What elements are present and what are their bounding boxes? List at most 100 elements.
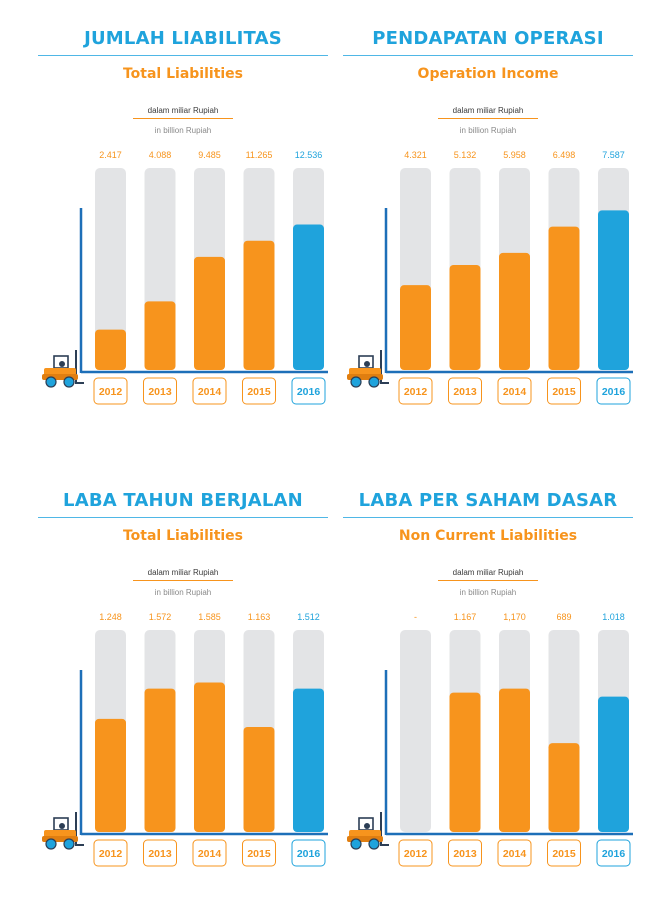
unit-rule [133,580,233,581]
data-label: 689 [556,612,571,622]
unit-label-en: in billion Rupiah [154,126,212,135]
panel-title: JUMLAH LIABILITAS [84,28,282,49]
panel-subtitle: Operation Income [417,66,559,82]
data-label: 5.132 [454,150,477,160]
data-label: 4.088 [149,150,172,160]
year-label: 2016 [297,386,321,398]
unit-label-id: dalam miliar Rupiah [452,568,524,577]
year-label: 2012 [404,848,428,860]
data-label: 1.585 [198,612,221,622]
year-box [242,839,276,867]
data-label: 11.265 [246,150,273,160]
bar [194,682,225,832]
year-label: 2016 [297,848,321,860]
year-label: 2012 [99,386,123,398]
year-box [448,839,482,867]
unit-label-en: in billion Rupiah [459,588,517,597]
forklift-icon [42,350,84,388]
year-label: 2015 [247,386,271,398]
year-box [93,839,128,867]
data-label: 1.167 [454,612,477,622]
unit-rule [133,118,233,119]
year-box [547,839,581,867]
panel-title: LABA TAHUN BERJALAN [63,490,303,511]
bar [598,696,629,832]
year-box [547,377,581,405]
title-rule [38,55,328,56]
year-label: 2014 [198,848,222,860]
year-label: 2014 [503,848,527,860]
bar [499,252,530,370]
panel-laba-per-saham-dasar: LABA PER SAHAM DASAR Non Current Liabili… [343,484,633,904]
unit-label-id: dalam miliar Rupiah [147,568,219,577]
panel-subtitle: Non Current Liabilities [398,528,578,544]
bar [95,329,126,370]
panel-title: LABA PER SAHAM DASAR [358,490,618,511]
unit-rule [438,580,538,581]
data-label: 4.321 [404,150,427,160]
title-rule [343,55,633,56]
year-box [398,839,433,867]
data-label: 6.498 [553,150,576,160]
year-box [192,839,227,867]
bar [548,226,580,370]
bar [95,718,126,832]
year-label: 2016 [602,386,626,398]
year-box [192,377,227,405]
panel-subtitle: Total Liabilities [122,66,244,82]
year-label: 2015 [552,386,576,398]
unit-rule [438,118,538,119]
year-label: 2013 [148,386,172,398]
bar [144,301,176,370]
bar-chart: 4.321 2012 5.132 2013 5.958 2014 6.498 2015 7.58… [347,150,633,405]
data-label: 1.018 [602,612,625,622]
year-label: 2016 [602,848,626,860]
data-label: 7.587 [602,150,625,160]
data-label: 5.958 [503,150,526,160]
data-label: - [414,612,417,622]
panel-jumlah-liabilitas: JUMLAH LIABILITAS Total Liabilities dala… [38,22,328,442]
year-label: 2014 [198,386,222,398]
year-box [497,839,532,867]
year-box [497,377,532,405]
unit-label-en: in billion Rupiah [459,126,517,135]
data-label: 1,170 [503,612,526,622]
bar [499,688,530,832]
year-label: 2012 [99,848,123,860]
title-rule [38,517,328,518]
year-box [596,839,631,867]
year-box [143,377,177,405]
panel-laba-tahun-berjalan: LABA TAHUN BERJALAN Total Liabilities da… [38,484,328,904]
panel-title: PENDAPATAN OPERASI [372,28,604,49]
year-label: 2013 [453,386,477,398]
bar [598,210,629,370]
year-label: 2013 [453,848,477,860]
year-label: 2015 [552,848,576,860]
panel-pendapatan-operasi: PENDAPATAN OPERASI Operation Income dala… [343,22,633,442]
unit-label-id: dalam miliar Rupiah [147,106,219,115]
year-box [448,377,482,405]
bar-chart: - 2012 1.167 2013 1,170 2014 689 2015 1.018 2016 [347,612,633,867]
year-box [242,377,276,405]
panel-subtitle: Total Liabilities [122,528,244,544]
bar [243,240,275,370]
bar [400,285,431,370]
bar-chart: 1.248 2012 1.572 2013 1.585 2014 1.163 2015 1.51… [42,612,328,867]
bar-track [95,168,126,370]
year-box [596,377,631,405]
data-label: 1.163 [248,612,271,622]
forklift-icon [347,812,389,850]
year-box [291,839,326,867]
year-box [143,839,177,867]
bar [243,726,275,832]
bar [293,224,324,370]
bar-chart: 2.417 2012 4.088 2013 9.485 2014 11.265 2015 12.… [42,150,328,405]
title-rule [343,517,633,518]
year-label: 2013 [148,848,172,860]
year-label: 2014 [503,386,527,398]
bar [449,264,481,370]
forklift-icon [347,350,389,388]
data-label: 12.536 [295,150,323,160]
year-box [93,377,128,405]
bar-track [400,630,431,832]
